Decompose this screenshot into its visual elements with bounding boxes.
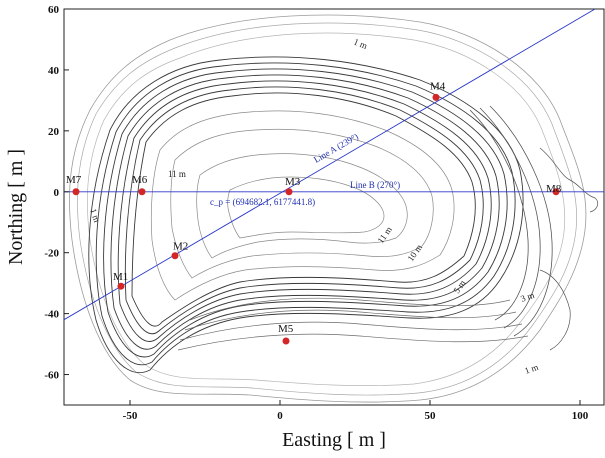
survey-points: M1 M2 M3 M4 M5 M6 M7 M8 (66, 80, 562, 345)
point-m5 (282, 337, 290, 345)
line-b-label: Line B (270°) (350, 180, 400, 190)
point-label-m3: M3 (285, 176, 301, 188)
contour-outer-3 (87, 32, 566, 387)
contour-label-6: 3 m (519, 290, 535, 304)
point-label-m2: M2 (173, 241, 188, 253)
contour-label-2: 11 m (168, 169, 186, 179)
point-label-m6: M6 (132, 174, 148, 186)
y-tick-label: -20 (44, 248, 59, 260)
contour-label-8: 1 m (88, 207, 102, 223)
point-label-m1: M1 (113, 271, 128, 283)
point-m8 (552, 188, 560, 196)
contour-right-side (469, 105, 553, 337)
contour-map (69, 14, 599, 403)
center-label: c_p = (694682.1, 6177441.8) (210, 197, 315, 207)
y-axis-label: Northing [ m ] (5, 149, 27, 265)
point-label-m7: M7 (66, 174, 82, 186)
line-a (64, 9, 596, 321)
contour-outer-1 (69, 14, 587, 403)
point-label-m5: M5 (278, 323, 294, 335)
contour-squiggle-lower-right (539, 269, 571, 351)
contour-inner (150, 110, 455, 301)
point-m7 (72, 188, 80, 196)
plot-frame (63, 8, 605, 406)
y-tick-label: -60 (44, 370, 59, 382)
point-m2 (171, 252, 179, 260)
point-m1 (117, 282, 125, 290)
point-label-m8: M8 (546, 183, 562, 195)
y-tick-label: 60 (48, 4, 60, 16)
x-tick-label: 100 (572, 410, 589, 422)
y-tick-label: -40 (44, 309, 59, 321)
x-tick-label: 0 (277, 410, 283, 422)
contour-outer-2 (77, 22, 578, 396)
y-tick-label: 20 (48, 126, 60, 138)
y-tick-label: 0 (54, 187, 60, 199)
point-m4 (432, 93, 440, 101)
axis-ticks: -50 0 50 100 60 40 20 0 -20 -40 -60 (44, 4, 588, 422)
contour-rim-band (88, 56, 524, 373)
y-tick-label: 40 (48, 65, 60, 77)
point-m3 (285, 188, 293, 196)
point-m6 (138, 188, 146, 196)
contour-lower-band (177, 297, 529, 351)
contour-label-1: 1 m (352, 37, 369, 51)
x-axis-label: Easting [ m ] (282, 429, 386, 451)
contour-squiggle-right (539, 147, 599, 213)
contour-label-7: 1 m (523, 362, 539, 376)
x-tick-label: -50 (123, 410, 138, 422)
x-tick-label: 50 (425, 410, 437, 422)
point-label-m4: M4 (430, 80, 446, 92)
